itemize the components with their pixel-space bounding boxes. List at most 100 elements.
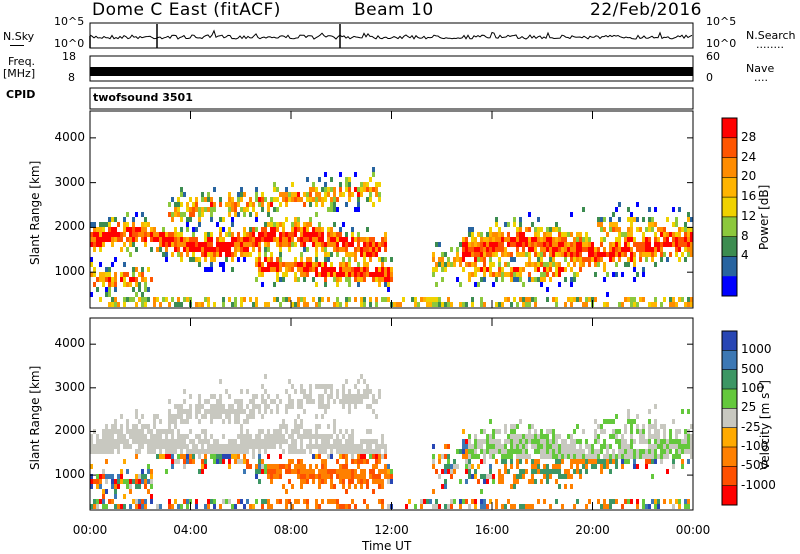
range-time-cell <box>642 504 645 509</box>
range-time-cell <box>546 479 549 484</box>
range-time-cell <box>132 439 135 444</box>
range-time-cell <box>315 282 318 287</box>
range-time-cell <box>261 207 264 212</box>
range-time-cell <box>300 474 303 479</box>
range-time-cell <box>180 232 183 237</box>
range-time-cell <box>564 232 567 237</box>
range-time-cell <box>144 302 147 307</box>
range-time-cell <box>351 192 354 197</box>
range-time-cell <box>333 267 336 272</box>
range-time-cell <box>222 409 225 414</box>
y-tick-label: 4000 <box>54 336 85 351</box>
range-time-cell <box>486 504 489 509</box>
range-time-cell <box>195 247 198 252</box>
range-time-cell <box>315 267 318 272</box>
range-time-cell <box>132 429 135 434</box>
range-time-cell <box>495 504 498 509</box>
range-time-cell <box>675 444 678 449</box>
range-time-cell <box>468 464 471 469</box>
range-time-cell <box>132 277 135 282</box>
range-time-cell <box>231 449 234 454</box>
range-time-cell <box>219 217 222 222</box>
range-time-cell <box>342 464 345 469</box>
range-time-cell <box>366 272 369 277</box>
range-time-cell <box>123 459 126 464</box>
range-time-cell <box>162 454 165 459</box>
range-time-cell <box>627 217 630 222</box>
range-time-cell <box>126 222 129 227</box>
range-time-cell <box>561 252 564 257</box>
range-time-cell <box>345 182 348 187</box>
range-time-cell <box>387 287 390 292</box>
range-time-cell <box>114 424 117 429</box>
range-time-cell <box>471 227 474 232</box>
range-time-cell <box>318 192 321 197</box>
range-time-cell <box>246 444 249 449</box>
range-time-cell <box>273 237 276 242</box>
range-time-cell <box>237 499 240 504</box>
range-time-cell <box>267 232 270 237</box>
range-time-cell <box>525 297 528 302</box>
range-time-cell <box>180 242 183 247</box>
range-time-cell <box>315 272 318 277</box>
range-time-cell <box>312 237 315 242</box>
range-time-cell <box>372 247 375 252</box>
range-time-cell <box>126 469 129 474</box>
range-time-cell <box>114 272 117 277</box>
range-time-cell <box>336 197 339 202</box>
range-time-cell <box>468 272 471 277</box>
range-time-cell <box>348 242 351 247</box>
colorbar-tick-label: 500 <box>741 361 764 376</box>
range-time-cell <box>567 232 570 237</box>
range-time-cell <box>537 227 540 232</box>
range-time-cell <box>453 257 456 262</box>
range-time-cell <box>486 232 489 237</box>
range-time-cell <box>240 252 243 257</box>
range-time-cell <box>375 302 378 307</box>
range-time-cell <box>369 237 372 242</box>
range-time-cell <box>318 272 321 277</box>
range-time-cell <box>294 257 297 262</box>
range-time-cell <box>186 434 189 439</box>
range-time-cell <box>177 414 180 419</box>
range-time-cell <box>99 237 102 242</box>
range-time-cell <box>204 232 207 237</box>
range-time-cell <box>132 272 135 277</box>
range-time-cell <box>648 504 651 509</box>
range-time-cell <box>165 449 168 454</box>
x-axis-label: Time UT <box>362 539 412 553</box>
range-time-cell <box>324 252 327 257</box>
range-time-cell <box>666 217 669 222</box>
x-tick-label: 08:00 <box>273 523 309 537</box>
range-time-cell <box>177 202 180 207</box>
range-time-cell <box>510 272 513 277</box>
range-time-cell <box>168 232 171 237</box>
range-time-cell <box>333 302 336 307</box>
range-time-cell <box>519 439 522 444</box>
range-time-cell <box>378 449 381 454</box>
range-time-cell <box>615 227 618 232</box>
range-time-cell <box>348 257 351 262</box>
range-time-cell <box>342 504 345 509</box>
power-ylabel: Slant Range [km] <box>28 160 42 265</box>
range-time-cell <box>135 212 138 217</box>
range-time-cell <box>432 272 435 277</box>
range-time-cell <box>465 479 468 484</box>
range-time-cell <box>309 394 312 399</box>
range-time-cell <box>294 272 297 277</box>
range-time-cell <box>144 434 147 439</box>
range-time-cell <box>321 202 324 207</box>
range-time-cell <box>585 459 588 464</box>
range-time-cell <box>243 409 246 414</box>
range-time-cell <box>438 297 441 302</box>
range-time-cell <box>111 237 114 242</box>
range-time-cell <box>108 444 111 449</box>
range-time-cell <box>273 187 276 192</box>
range-time-cell <box>141 272 144 277</box>
range-time-cell <box>474 242 477 247</box>
range-time-cell <box>582 242 585 247</box>
range-time-cell <box>240 449 243 454</box>
range-time-cell <box>426 297 429 302</box>
range-time-cell <box>354 172 357 177</box>
range-time-cell <box>219 252 222 257</box>
